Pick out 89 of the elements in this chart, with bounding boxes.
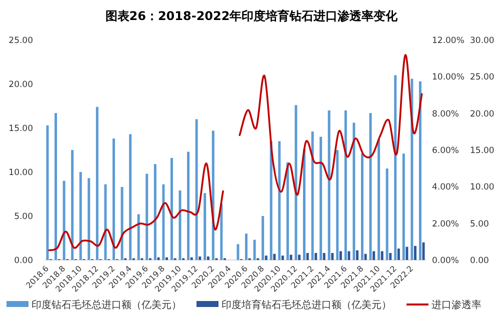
bar: [198, 256, 202, 260]
bar: [253, 240, 256, 260]
y2-tick-label: 6.00%: [432, 146, 460, 156]
bar: [79, 172, 82, 260]
bar: [356, 250, 358, 260]
bar: [286, 162, 289, 260]
bar: [378, 139, 380, 260]
bar: [166, 257, 168, 260]
bar: [352, 122, 356, 260]
y3-tick-label: 0.00: [470, 256, 489, 266]
y-tick-label: 0.00: [14, 256, 33, 266]
bar: [402, 154, 405, 260]
bar: [281, 256, 284, 260]
bar: [339, 251, 342, 260]
bar: [104, 184, 107, 260]
bar: [322, 252, 326, 260]
bar: [331, 252, 334, 260]
bar: [146, 174, 148, 260]
bar: [112, 138, 115, 260]
bar: [406, 246, 408, 260]
bar: [314, 252, 318, 260]
bar: [129, 134, 132, 260]
y2-tick-label: 0.00%: [432, 256, 460, 266]
bar: [336, 150, 339, 260]
bar: [245, 234, 248, 260]
legend-label: 印度钻石毛坯总进口额（亿美元）: [32, 299, 182, 311]
bar: [414, 246, 416, 260]
bar: [220, 204, 223, 260]
bar: [364, 254, 367, 260]
bar: [154, 164, 156, 260]
bar: [418, 81, 422, 260]
bar: [278, 141, 281, 260]
bar: [46, 125, 49, 260]
y2-tick-label: 4.00%: [432, 182, 460, 193]
bar: [380, 251, 384, 260]
bar: [386, 168, 388, 260]
bar: [422, 242, 425, 260]
bar: [298, 254, 301, 260]
y-tick-label: 25.00: [8, 36, 33, 46]
bar: [348, 251, 350, 260]
y3-tick-label: 15.00: [470, 146, 494, 156]
bar: [206, 256, 210, 260]
bar: [270, 141, 272, 260]
bar: [190, 257, 193, 260]
bar: [262, 216, 264, 260]
bar: [273, 254, 276, 260]
bar: [88, 178, 90, 260]
bar: [360, 154, 364, 260]
y3-tick-label: 5.00: [470, 219, 489, 230]
bar: [54, 113, 58, 260]
bar: [71, 150, 74, 260]
y2-tick-label: 12.00%: [432, 36, 464, 46]
legend-label: 印度培育钻石毛坯总进口额（亿美元）: [222, 299, 392, 311]
y2-tick-label: 2.00%: [432, 219, 460, 230]
bar: [137, 214, 140, 260]
bar: [294, 105, 298, 260]
bar: [389, 252, 392, 260]
bar: [320, 136, 322, 260]
bar: [204, 193, 206, 260]
bar: [170, 158, 173, 260]
y3-tick-label: 10.00: [470, 182, 494, 193]
y-tick-label: 10.00: [8, 168, 33, 178]
legend-label: 进口渗透率: [432, 299, 482, 311]
y3-tick-label: 30.00: [470, 36, 494, 46]
y-tick-label: 20.00: [8, 80, 33, 90]
bar: [162, 184, 165, 260]
bar: [344, 110, 347, 260]
y3-tick-label: 20.00: [470, 109, 494, 120]
bar: [372, 251, 376, 260]
chart-title: 图表26：2018-2022年印度培育钻石进口渗透率变化: [105, 9, 399, 23]
bar: [306, 252, 309, 260]
y-tick-label: 5.00: [14, 212, 33, 222]
bar: [397, 248, 400, 260]
bar: [96, 106, 98, 260]
bar: [120, 186, 124, 260]
y2-tick-label: 10.00%: [432, 72, 464, 83]
bar: [187, 152, 190, 260]
bar: [264, 256, 268, 260]
bar: [157, 257, 160, 260]
y2-tick-label: 8.00%: [432, 109, 460, 120]
bar: [303, 149, 306, 260]
bar: [394, 75, 397, 260]
bar: [236, 244, 240, 260]
y3-tick-label: 25.00: [470, 72, 494, 83]
bar: [328, 110, 330, 260]
bar: [195, 119, 198, 260]
bar: [62, 180, 66, 260]
bar: [311, 132, 314, 260]
y-tick-label: 15.00: [8, 124, 33, 134]
